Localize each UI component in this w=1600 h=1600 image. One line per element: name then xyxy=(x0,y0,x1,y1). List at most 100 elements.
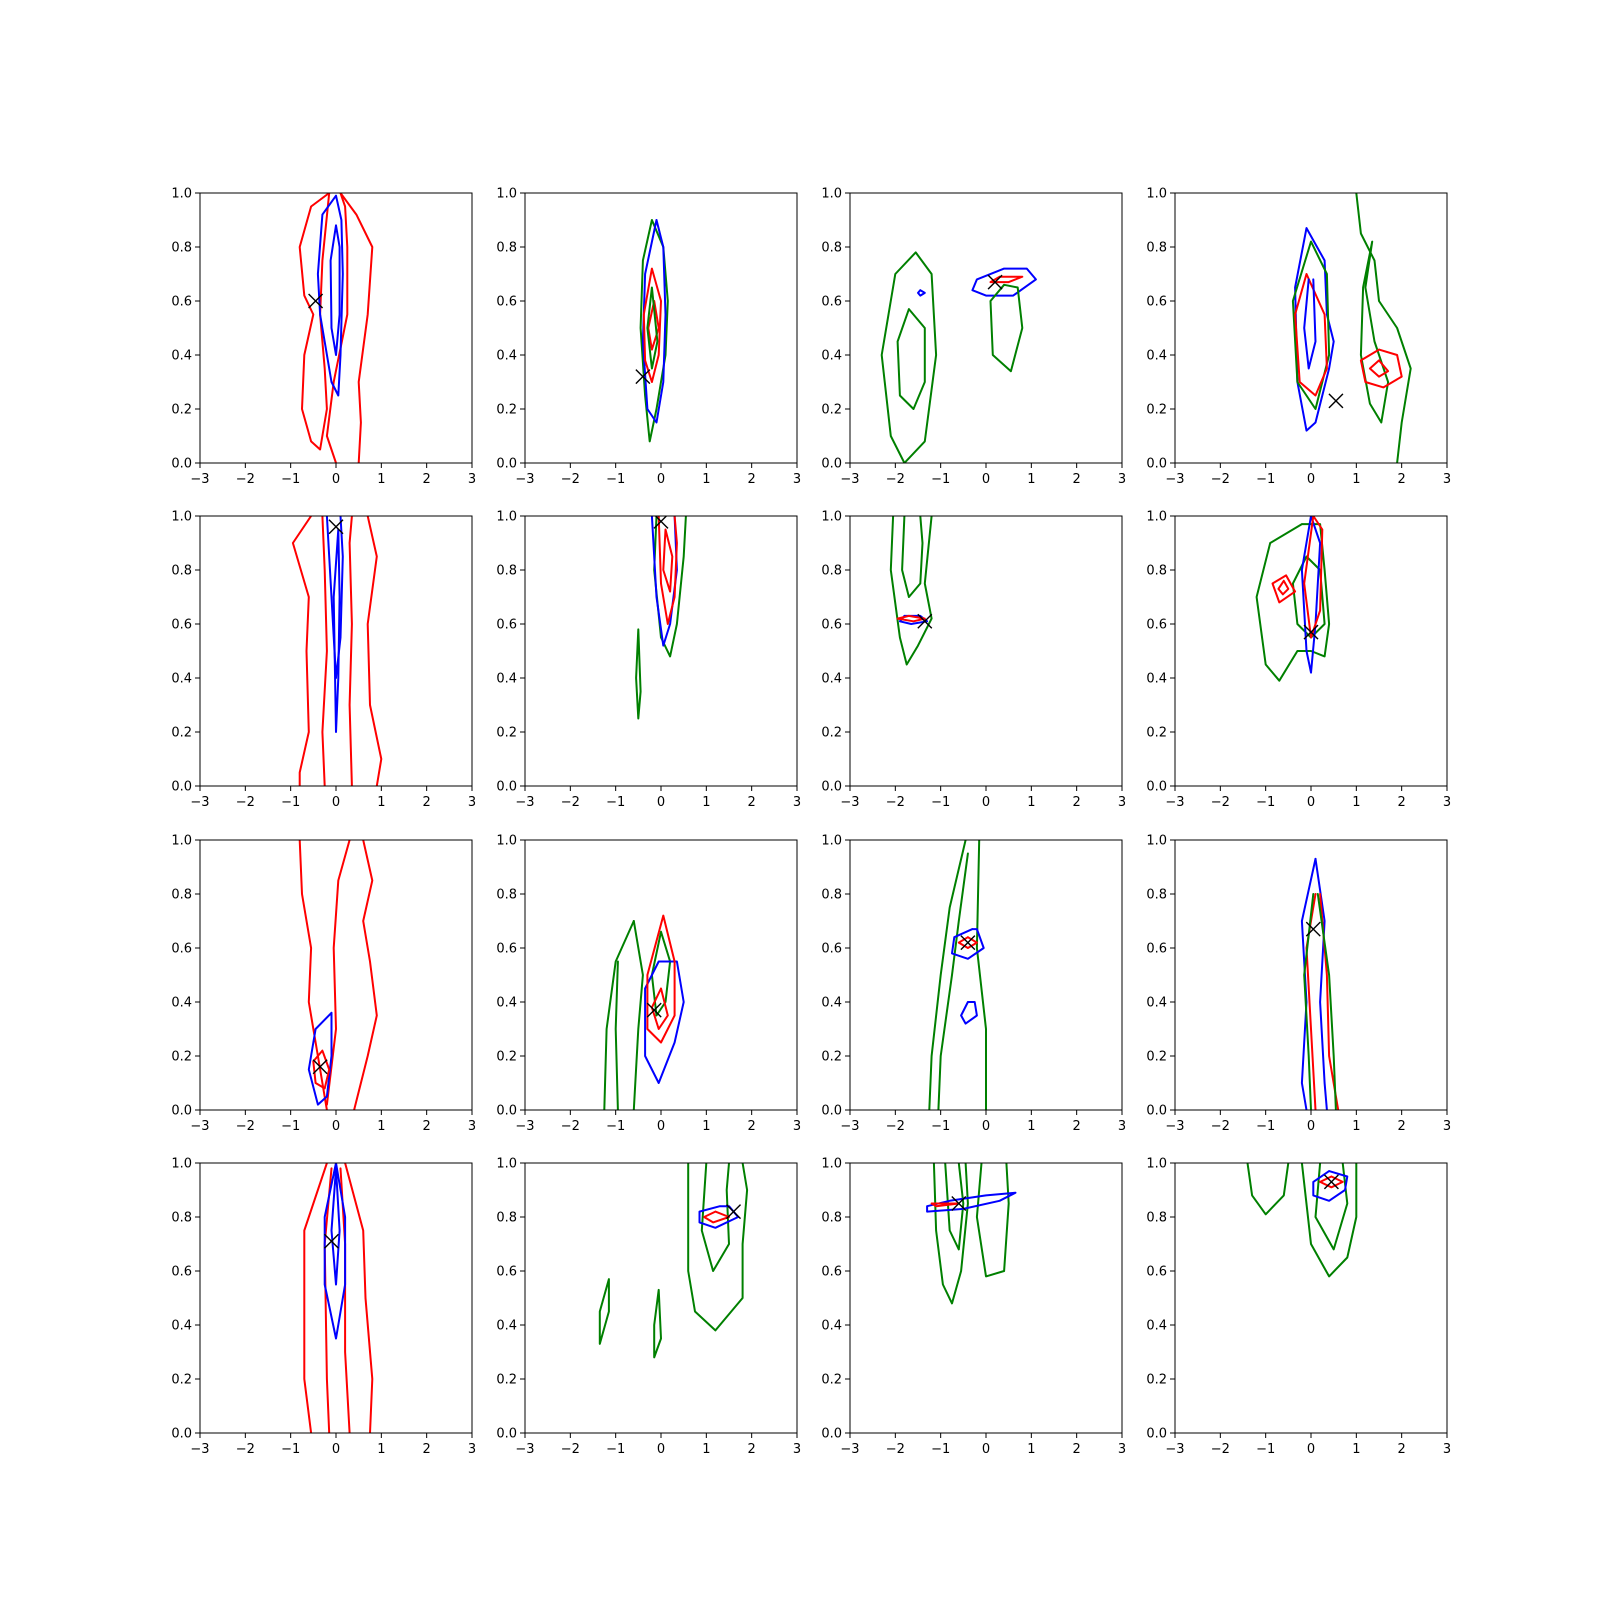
y-tick-label: 0.0 xyxy=(171,1104,192,1119)
x-tick-label: −2 xyxy=(1211,1119,1230,1134)
x-tick-label: 3 xyxy=(1118,795,1126,810)
y-tick-label: 1.0 xyxy=(171,510,192,525)
x-tick-label: −3 xyxy=(190,1119,209,1134)
green-contour-2 xyxy=(632,920,644,1110)
green-contour-1 xyxy=(1246,1163,1290,1216)
y-tick-label: 0.0 xyxy=(1146,1104,1167,1119)
plot-area xyxy=(1246,1163,1358,1278)
axes-frame xyxy=(524,1162,798,1434)
x-tick-label: 2 xyxy=(1073,472,1081,487)
x-tick-label: 1 xyxy=(1027,1119,1035,1134)
y-tick-label: 0.4 xyxy=(1146,996,1167,1011)
x-tick-label: 3 xyxy=(1443,472,1451,487)
subplot-r2-c1: −3 −2 −1 0 1 2 3 0.0 0.2 0.4 0.6 0.8 1.0 xyxy=(171,510,476,811)
subplot-r2-c4: −3 −2 −1 0 1 2 3 0.0 0.2 0.4 0.6 0.8 1.0 xyxy=(1146,510,1451,811)
axes-frame xyxy=(1174,192,1448,464)
x-tick-label: −3 xyxy=(840,1119,859,1134)
plot-area xyxy=(635,516,687,720)
x-marker xyxy=(646,1002,662,1018)
y-tick-label: 0.2 xyxy=(496,1050,517,1065)
x-marker xyxy=(635,369,651,385)
x-tick-label: −2 xyxy=(561,1442,580,1457)
y-tick-label: 1.0 xyxy=(171,834,192,849)
y-tick-label: 0.0 xyxy=(496,457,517,472)
y-tick-label: 0.6 xyxy=(496,1265,517,1280)
y-tick-label: 0.2 xyxy=(171,403,192,418)
y-tick-label: 0.0 xyxy=(496,1427,517,1442)
green-contour-4 xyxy=(700,1163,730,1272)
y-tick-label: 0.8 xyxy=(821,241,842,256)
axes-frame xyxy=(524,192,798,464)
y-tick-label: 0.4 xyxy=(821,349,842,364)
y-tick-label: 0.0 xyxy=(171,457,192,472)
x-tick-label: −3 xyxy=(190,795,209,810)
x-tick-label: −1 xyxy=(606,472,625,487)
blue-contour-5 xyxy=(1300,516,1322,674)
x-tick-label: 3 xyxy=(1118,472,1126,487)
y-tick-label: 0.8 xyxy=(821,564,842,579)
y-tick-label: 0.6 xyxy=(171,1265,192,1280)
y-tick-label: 0.8 xyxy=(1146,1211,1167,1226)
x-tick-label: −1 xyxy=(606,795,625,810)
red-contour-2 xyxy=(353,840,378,1110)
blue-contour-4 xyxy=(951,928,985,960)
plot-area xyxy=(303,1163,374,1433)
x-tick-label: −2 xyxy=(886,1442,905,1457)
x-tick-label: −1 xyxy=(1256,1119,1275,1134)
x-tick-label: 2 xyxy=(748,472,756,487)
y-tick-label: 0.6 xyxy=(821,618,842,633)
y-tick-label: 0.0 xyxy=(1146,457,1167,472)
x-tick-label: −3 xyxy=(515,472,534,487)
blue-contour-4 xyxy=(971,267,1037,297)
x-tick-label: −2 xyxy=(236,1442,255,1457)
x-tick-label: −3 xyxy=(190,1442,209,1457)
green-contour-5 xyxy=(989,283,1024,373)
red-contour-4 xyxy=(896,614,926,623)
x-tick-label: −2 xyxy=(1211,1442,1230,1457)
x-tick-label: −1 xyxy=(931,1119,950,1134)
y-tick-label: 0.8 xyxy=(1146,888,1167,903)
y-tick-label: 0.2 xyxy=(496,403,517,418)
y-tick-label: 0.4 xyxy=(821,1319,842,1334)
green-contour-1 xyxy=(635,628,642,720)
x-marker xyxy=(323,1233,339,1249)
green-contour-3 xyxy=(975,1163,1010,1278)
x-tick-label: 2 xyxy=(1398,1119,1406,1134)
y-tick-label: 0.2 xyxy=(171,1050,192,1065)
x-tick-label: −2 xyxy=(236,472,255,487)
red-contour-7 xyxy=(1359,348,1403,389)
blue-contour-2 xyxy=(641,219,667,424)
y-tick-label: 1.0 xyxy=(821,510,842,525)
green-contour-2 xyxy=(901,516,924,598)
x-tick-label: 3 xyxy=(793,795,801,810)
x-tick-label: −3 xyxy=(515,1442,534,1457)
red-contour-4 xyxy=(348,516,353,786)
y-tick-label: 1.0 xyxy=(496,510,517,525)
x-tick-label: −1 xyxy=(281,472,300,487)
red-contour-6 xyxy=(646,914,676,1044)
red-contour-5 xyxy=(930,1202,960,1208)
y-tick-label: 0.6 xyxy=(171,942,192,957)
x-tick-label: −2 xyxy=(1211,472,1230,487)
plot-area xyxy=(598,1163,749,1359)
blue-contour-3 xyxy=(898,614,929,625)
red-contour-3 xyxy=(642,267,662,383)
green-contour-2 xyxy=(944,1163,965,1251)
green-contour-5 xyxy=(646,286,659,370)
x-marker xyxy=(726,1204,742,1220)
y-tick-label: 0.0 xyxy=(171,780,192,795)
y-tick-label: 0.6 xyxy=(496,618,517,633)
y-tick-label: 0.2 xyxy=(496,726,517,741)
red-contour-4 xyxy=(1277,579,1290,596)
y-tick-label: 1.0 xyxy=(496,834,517,849)
plot-area xyxy=(298,193,374,463)
x-tick-label: 0 xyxy=(332,1442,340,1457)
x-tick-label: −2 xyxy=(886,795,905,810)
red-contour-1 xyxy=(298,840,328,1110)
x-tick-label: 1 xyxy=(702,472,710,487)
x-tick-label: −1 xyxy=(1256,472,1275,487)
x-tick-label: −2 xyxy=(236,1119,255,1134)
x-marker xyxy=(917,613,933,629)
plot-area xyxy=(889,516,933,666)
x-tick-label: −1 xyxy=(1256,1442,1275,1457)
